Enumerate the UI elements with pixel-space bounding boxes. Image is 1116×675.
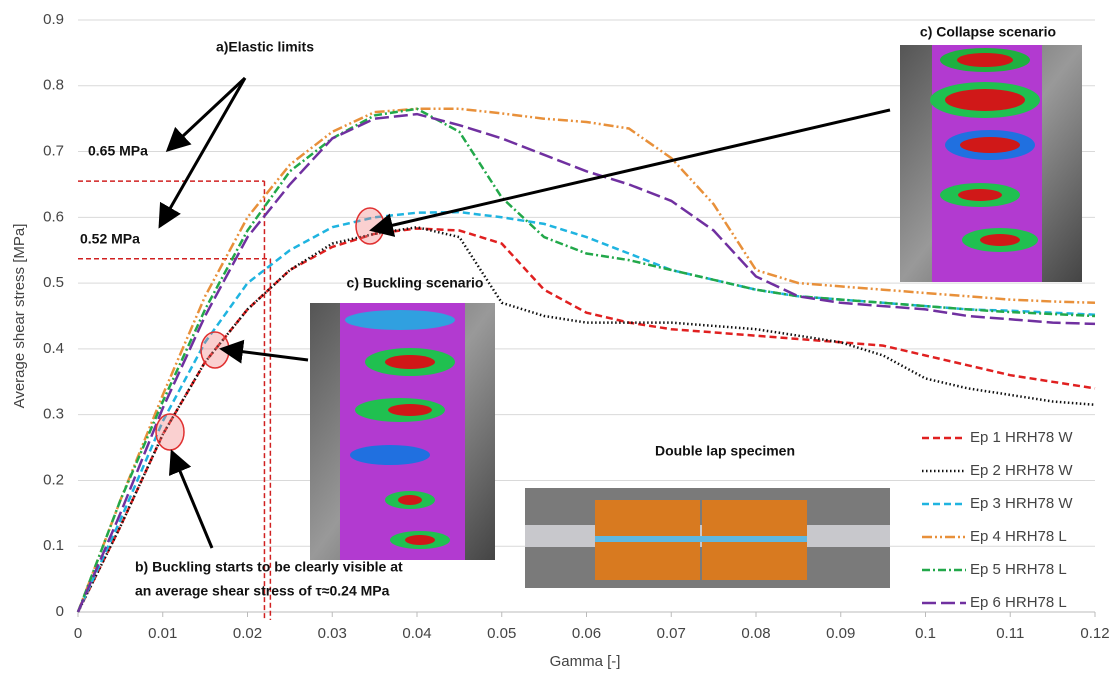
x-tick-label: 0.07: [657, 625, 686, 642]
series-line: [76, 107, 1096, 613]
annotation: 0.65 MPa: [88, 143, 148, 159]
legend-label: Ep 1 HRH78 W: [970, 429, 1073, 446]
y-tick-label: 0.8: [43, 77, 64, 94]
x-tick-label: 0.06: [572, 625, 601, 642]
x-tick-label: 0.09: [826, 625, 855, 642]
y-tick-label: 0.7: [43, 143, 64, 160]
legend-label: Ep 6 HRH78 L: [970, 594, 1067, 611]
series-line: [76, 227, 1096, 613]
x-tick-label: 0.1: [915, 625, 936, 642]
series-line: [76, 225, 1096, 613]
legend-label: Ep 2 HRH78 W: [970, 462, 1073, 479]
annotation: c) Collapse scenario: [920, 24, 1056, 40]
series-line: [76, 107, 1096, 613]
y-tick-label: 0.5: [43, 274, 64, 291]
annotation: an average shear stress of τ≈0.24 MPa: [135, 583, 390, 599]
legend-label: Ep 3 HRH78 W: [970, 495, 1073, 512]
annotation: b) Buckling starts to be clearly visible…: [135, 559, 403, 575]
annotation: c) Buckling scenario: [347, 275, 484, 291]
y-tick-label: 0.3: [43, 406, 64, 423]
series-line: [76, 112, 1096, 613]
specimen-photo: [525, 488, 890, 588]
annotation: 0.52 MPa: [80, 231, 140, 247]
legend: Ep 1 HRH78 W Ep 2 HRH78 W Ep 3 HRH78 W Ep 4…: [922, 429, 1073, 611]
x-tick-label: 0: [74, 625, 82, 642]
y-tick-label: 0.2: [43, 471, 64, 488]
plot-area: 0 0.1 0.2 0.3 0.4 0.5 0.6 0.7 0.8 0.9 0 0.01 0.02 0.0…: [43, 11, 1109, 642]
collapse-image: [900, 45, 1082, 282]
x-tick-label: 0.11: [996, 625, 1024, 642]
y-tick-label: 0.6: [43, 208, 64, 225]
buckling-image: [310, 303, 495, 560]
y-tick-label: 0: [56, 603, 64, 620]
annotation: Double lap specimen: [655, 443, 795, 459]
x-tick-label: 0.02: [233, 625, 262, 642]
x-axis-label: Gamma [-]: [550, 653, 621, 670]
x-tick-label: 0.04: [402, 625, 431, 642]
y-tick-label: 0.4: [43, 340, 64, 357]
x-tick-label: 0.01: [148, 625, 177, 642]
x-tick-label: 0.03: [318, 625, 347, 642]
x-tick-label: 0.05: [487, 625, 516, 642]
annotation: a)Elastic limits: [216, 39, 314, 55]
arrows: [158, 76, 891, 549]
x-tick-label: 0.08: [741, 625, 770, 642]
y-axis-label: Average shear stress [MPa]: [11, 224, 28, 409]
y-tick-label: 0.9: [43, 11, 64, 28]
series-line: [76, 210, 1096, 613]
x-tick-label: 0.12: [1080, 625, 1109, 642]
y-tick-label: 0.1: [43, 537, 64, 554]
legend-label: Ep 4 HRH78 L: [970, 528, 1067, 545]
legend-label: Ep 5 HRH78 L: [970, 561, 1067, 578]
